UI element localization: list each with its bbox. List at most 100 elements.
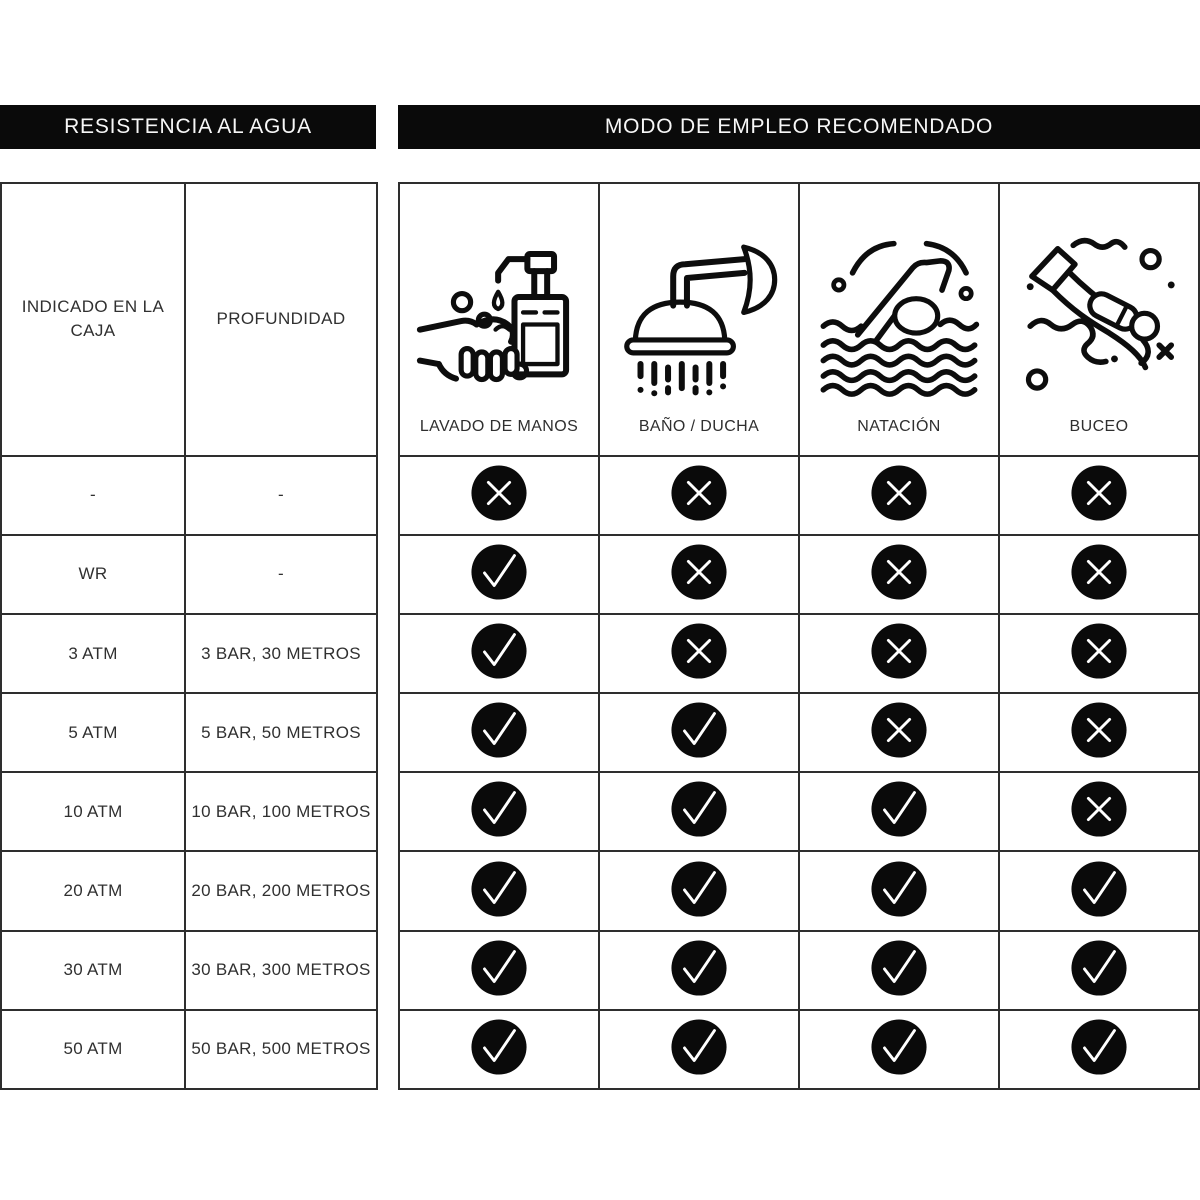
usage-mark-cell (798, 1008, 1000, 1091)
usage-mark-cell (398, 692, 600, 774)
usage-mark-cell (598, 850, 800, 932)
table-row: 5 ATM 5 BAR, 50 METROS (0, 692, 378, 774)
cross-icon (1070, 780, 1128, 838)
usage-mark-cell (598, 929, 800, 1011)
usage-mark-cell (998, 1008, 1200, 1091)
table-row (398, 454, 1200, 536)
usage-mark-cell (998, 533, 1200, 615)
resistance-cell: 50 ATM (0, 1008, 186, 1091)
usage-mark-cell (398, 612, 600, 695)
usage-mark-cell (598, 612, 800, 695)
resistance-cell: 3 BAR, 30 METROS (184, 612, 378, 695)
cross-icon (670, 543, 728, 601)
usage-table: LAVADO DE MANOS (398, 182, 1200, 1091)
shower-icon (613, 185, 785, 418)
cross-icon (870, 543, 928, 601)
table-row: 3 ATM 3 BAR, 30 METROS (0, 612, 378, 695)
usage-mark-cell (398, 1008, 600, 1091)
usage-mark-cell (798, 929, 1000, 1011)
cross-icon (870, 464, 928, 522)
table-row: 20 ATM 20 BAR, 200 METROS (0, 850, 378, 932)
usage-mark-cell (998, 850, 1200, 932)
table-row: 30 ATM 30 BAR, 300 METROS (0, 929, 378, 1011)
check-icon (870, 860, 928, 918)
cross-icon (470, 464, 528, 522)
check-icon (670, 860, 728, 918)
resistance-cell: - (184, 454, 378, 536)
usage-col-header-ducha: BAÑO / DUCHA (598, 182, 800, 457)
check-icon (470, 622, 528, 680)
table-row (398, 850, 1200, 932)
resistance-cell: 5 ATM (0, 692, 186, 774)
resistance-cell: WR (0, 533, 186, 615)
check-icon (1070, 939, 1128, 997)
check-icon (470, 701, 528, 759)
usage-col-header-lavado: LAVADO DE MANOS (398, 182, 600, 457)
check-icon (470, 543, 528, 601)
usage-mark-cell (998, 771, 1200, 853)
resistance-cell: 30 ATM (0, 929, 186, 1011)
resistance-cell: 3 ATM (0, 612, 186, 695)
resistance-col-header-caja: INDICADO EN LA CAJA (0, 182, 186, 457)
check-icon (870, 1018, 928, 1076)
resistance-cell: 10 ATM (0, 771, 186, 853)
usage-mark-cell (398, 771, 600, 853)
table-row (398, 771, 1200, 853)
check-icon (670, 701, 728, 759)
usage-mark-cell (798, 850, 1000, 932)
check-icon (670, 780, 728, 838)
usage-mark-cell (998, 692, 1200, 774)
usage-col-label: BUCEO (1069, 418, 1129, 436)
check-icon (1070, 860, 1128, 918)
usage-col-label: NATACIÓN (857, 418, 941, 436)
check-icon (670, 939, 728, 997)
check-icon (470, 780, 528, 838)
table-row (398, 692, 1200, 774)
usage-mark-cell (998, 929, 1200, 1011)
handwash-icon (413, 185, 585, 418)
table-row (398, 612, 1200, 695)
check-icon (470, 1018, 528, 1076)
table-row: 10 ATM 10 BAR, 100 METROS (0, 771, 378, 853)
usage-mark-cell (398, 454, 600, 536)
resistance-cell: 5 BAR, 50 METROS (184, 692, 378, 774)
usage-col-header-buceo: BUCEO (998, 182, 1200, 457)
cross-icon (1070, 701, 1128, 759)
check-icon (470, 939, 528, 997)
swimming-icon (813, 185, 985, 418)
resistance-cell: 30 BAR, 300 METROS (184, 929, 378, 1011)
usage-mark-cell (598, 1008, 800, 1091)
usage-col-header-natacion: NATACIÓN (798, 182, 1000, 457)
resistance-cell: 20 BAR, 200 METROS (184, 850, 378, 932)
check-icon (470, 860, 528, 918)
diving-icon (1013, 185, 1185, 418)
table-row (398, 533, 1200, 615)
usage-col-label: LAVADO DE MANOS (419, 418, 579, 436)
usage-mark-cell (798, 454, 1000, 536)
usage-col-label: BAÑO / DUCHA (638, 418, 760, 436)
usage-mark-cell (798, 692, 1000, 774)
check-icon (670, 1018, 728, 1076)
resistance-cell: 20 ATM (0, 850, 186, 932)
check-icon (870, 939, 928, 997)
left-banner-title: RESISTENCIA AL AGUA (64, 115, 312, 138)
cross-icon (1070, 622, 1128, 680)
cross-icon (1070, 543, 1128, 601)
cross-icon (1070, 464, 1128, 522)
resistance-cell: - (184, 533, 378, 615)
table-row (398, 929, 1200, 1011)
resistance-cell: 50 BAR, 500 METROS (184, 1008, 378, 1091)
usage-mark-cell (398, 850, 600, 932)
cross-icon (670, 464, 728, 522)
resistance-col-header-profundidad: PROFUNDIDAD (184, 182, 378, 457)
usage-mark-cell (798, 533, 1000, 615)
usage-mark-cell (798, 771, 1000, 853)
resistance-cell: - (0, 454, 186, 536)
usage-header-row: LAVADO DE MANOS (398, 182, 1200, 457)
usage-mark-cell (798, 612, 1000, 695)
usage-mark-cell (998, 454, 1200, 536)
cross-icon (870, 622, 928, 680)
cross-icon (670, 622, 728, 680)
table-row: - - (0, 454, 378, 536)
